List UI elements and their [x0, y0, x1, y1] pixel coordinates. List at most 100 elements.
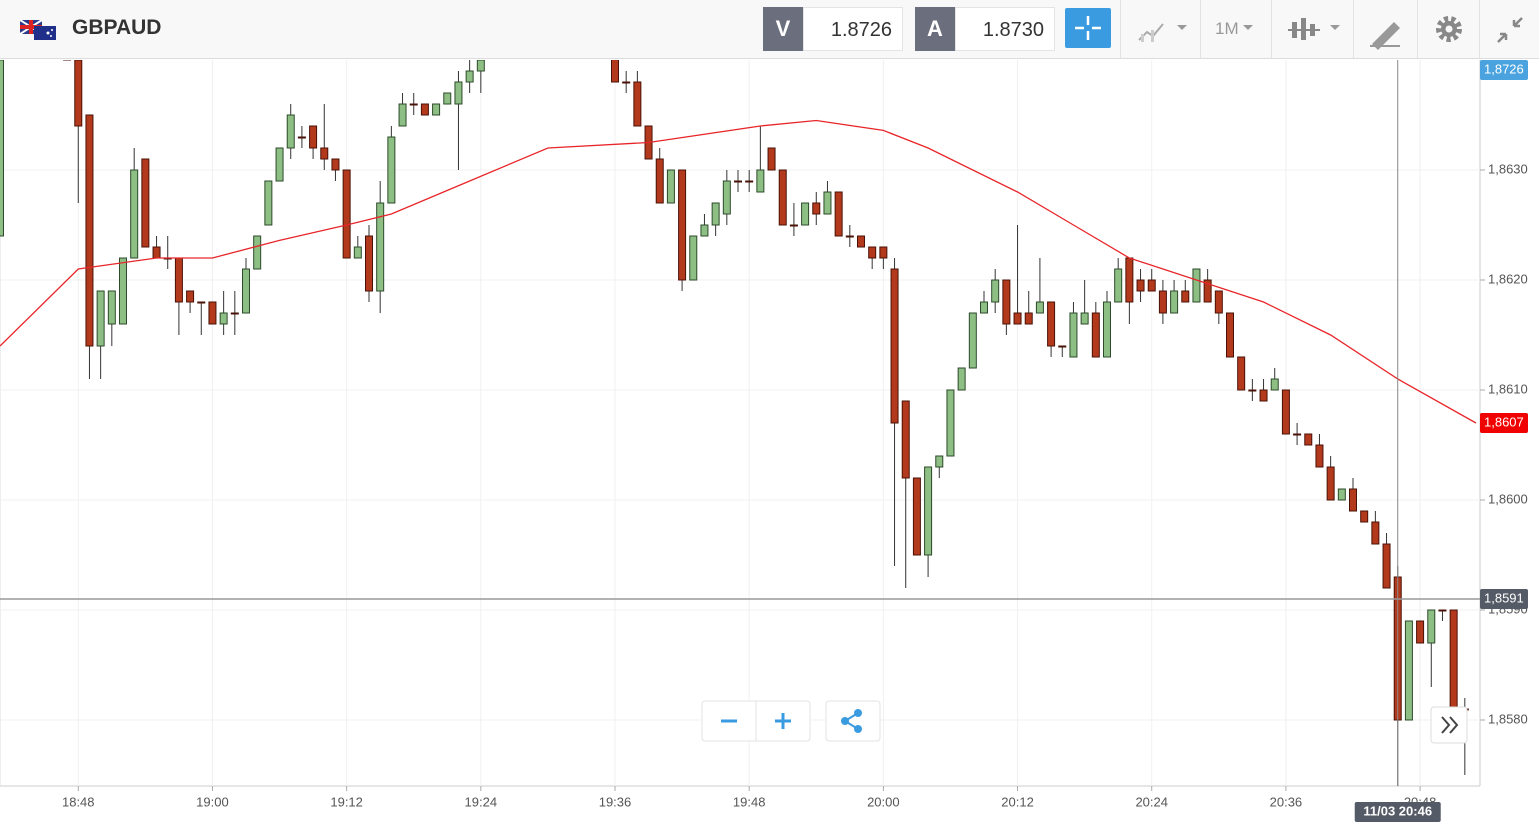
candle-body — [1304, 433, 1313, 446]
plot — [0, 60, 1477, 786]
y-tick-label: 1,8610 — [1488, 381, 1528, 396]
candle-body — [1326, 466, 1335, 501]
bid-tag[interactable]: V — [763, 7, 803, 51]
candle-body — [1013, 312, 1022, 325]
candle-body — [868, 246, 877, 259]
candle-body — [454, 81, 463, 105]
candle-body — [1226, 312, 1234, 358]
candle-body — [1024, 312, 1033, 325]
candle-body — [1259, 389, 1268, 402]
candle-body — [1069, 312, 1078, 358]
candle-body — [275, 147, 284, 182]
candle-body — [1158, 290, 1167, 314]
candle-body — [711, 202, 720, 226]
candle-body — [1203, 279, 1212, 303]
candle-body — [286, 114, 295, 149]
candle-body — [297, 136, 306, 139]
candle-body — [1293, 433, 1302, 436]
candle-body — [1416, 620, 1425, 644]
crosshair-time-label: 11/03 20:46 — [1363, 803, 1432, 818]
draw-button[interactable] — [1353, 0, 1418, 58]
toolbar: GBPAUD V 1.8726 A 1.8730 1M — [0, 0, 1539, 59]
candle-body — [946, 389, 955, 457]
candle-body — [689, 235, 698, 281]
candle-body — [666, 169, 675, 204]
candle-body — [1315, 444, 1324, 468]
crosshair-price-badge — [1480, 589, 1528, 609]
candle-body — [678, 169, 687, 281]
candle-body — [734, 180, 742, 183]
candle-body — [331, 158, 340, 171]
candle-body — [622, 81, 631, 84]
candle-body — [1002, 279, 1011, 325]
candle-body — [409, 103, 418, 106]
candle-body — [1181, 290, 1190, 303]
candle-body — [1035, 301, 1044, 314]
candle-body — [253, 235, 262, 270]
candle-body — [845, 235, 854, 238]
x-tick-label: 20:48 — [1404, 794, 1437, 809]
candle-body — [208, 301, 217, 325]
candle-body — [1091, 312, 1100, 358]
flag — [20, 20, 56, 40]
ask-tag[interactable]: A — [915, 7, 955, 51]
candle-body — [745, 180, 754, 183]
candle-body — [912, 477, 921, 556]
candle-body — [756, 169, 765, 193]
crosshair-time-badge — [1354, 802, 1441, 822]
y-tick-label: 1,8580 — [1488, 711, 1528, 726]
candle-body — [1170, 290, 1179, 314]
bid-price[interactable]: 1.8726 — [803, 7, 903, 51]
candle-body — [968, 312, 977, 369]
candle-body — [1449, 609, 1458, 710]
candle-body — [476, 60, 485, 72]
candle-body — [320, 147, 329, 160]
candle-body — [130, 169, 139, 259]
candle-body — [0, 60, 4, 237]
candle-body — [1248, 389, 1257, 392]
grid: 1,8580 1,8590 1,8600 1,8610 1,8620 1,8630 18:4… — [0, 60, 1528, 809]
moving-average — [0, 119, 1477, 424]
candle-body — [1058, 345, 1067, 348]
candle-body — [342, 169, 351, 259]
candle-body — [991, 279, 1000, 303]
candle-body — [1371, 521, 1380, 545]
price-marker-label: 1,8726 — [1484, 61, 1524, 76]
candle-body — [432, 103, 441, 116]
ask-price[interactable]: 1.8730 — [955, 7, 1055, 51]
candle-body — [353, 246, 362, 259]
candle-body — [420, 103, 429, 116]
timeframe-button[interactable]: 1M — [1200, 0, 1271, 58]
y-tick-label: 1,8620 — [1488, 271, 1528, 286]
candle-body — [935, 455, 944, 468]
candle-body — [376, 202, 385, 292]
candle-body — [443, 92, 452, 105]
candle-body — [96, 290, 105, 347]
price-marker — [1480, 413, 1528, 433]
indicator-button[interactable] — [1271, 0, 1354, 58]
x-tick-label: 20:36 — [1270, 794, 1303, 809]
candle-body — [655, 158, 664, 204]
candle-body — [789, 224, 798, 227]
collapse-button[interactable] — [1479, 0, 1539, 58]
candle-body — [812, 202, 821, 215]
crosshair-button[interactable] — [1065, 8, 1111, 48]
x-tick-label: 20:12 — [1001, 794, 1034, 809]
candle-body — [879, 246, 888, 259]
candle-body — [700, 224, 709, 237]
candle-body — [1438, 609, 1447, 612]
y-tick-label: 1,8590 — [1488, 601, 1528, 616]
settings-button[interactable] — [1417, 0, 1480, 58]
candle-body — [1404, 620, 1413, 721]
share-button[interactable] — [825, 700, 881, 742]
candle-body — [722, 180, 731, 215]
candle-body — [901, 400, 910, 479]
candle-body — [1114, 268, 1123, 303]
candle-body — [1103, 301, 1111, 358]
candle-body — [1382, 543, 1391, 589]
price-marker-label: 1,8607 — [1484, 414, 1524, 429]
candle-body — [801, 202, 810, 226]
chart-type-button[interactable] — [1120, 0, 1201, 58]
x-tick-label: 19:12 — [330, 794, 363, 809]
